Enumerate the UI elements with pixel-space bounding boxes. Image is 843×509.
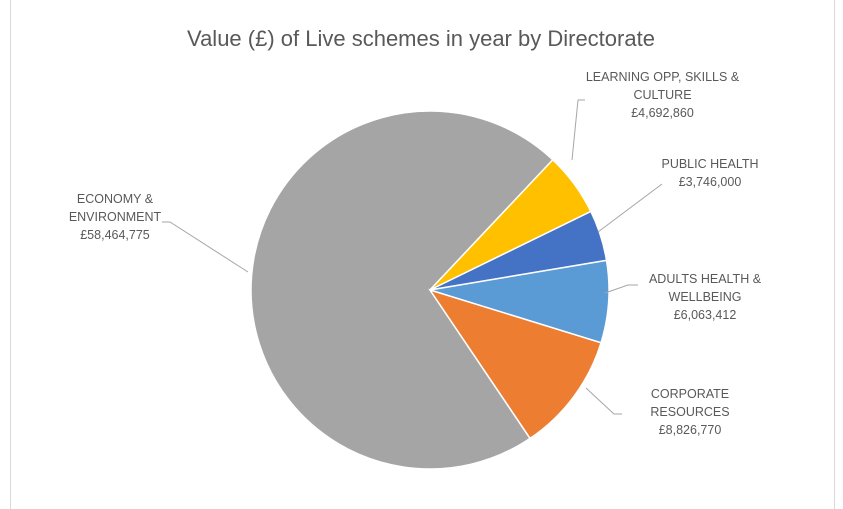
- leader-line: [585, 387, 622, 415]
- value-label: £6,063,412: [673, 308, 737, 322]
- category-label: LEARNING OPP, SKILLS & CULTURE: [585, 70, 740, 102]
- value-label: £4,692,860: [631, 106, 694, 120]
- leader-line: [162, 221, 249, 273]
- category-label: PUBLIC HEALTH: [661, 157, 759, 171]
- category-label: ECONOMY & ENVIRONMENT: [68, 192, 162, 224]
- chart-border: [10, 0, 835, 509]
- pie-slice: [428, 288, 602, 440]
- leader-line: [604, 284, 638, 294]
- data-label: ECONOMY & ENVIRONMENT £58,464,775: [55, 190, 175, 244]
- data-label: PUBLIC HEALTH £3,746,000: [655, 155, 765, 191]
- data-label: LEARNING OPP, SKILLS & CULTURE £4,692,860: [575, 68, 750, 122]
- chart-title: Value (£) of Live schemes in year by Dir…: [187, 26, 655, 51]
- data-label: CORPORATE RESOURCES £8,826,770: [625, 385, 755, 439]
- category-label: CORPORATE RESOURCES: [650, 387, 730, 419]
- value-label: £3,746,000: [678, 175, 742, 189]
- data-label: ADULTS HEALTH & WELLBEING £6,063,412: [635, 270, 775, 324]
- pie-slice: [250, 110, 554, 470]
- leader-line: [597, 183, 663, 233]
- value-label: £8,826,770: [658, 423, 722, 437]
- category-label: ADULTS HEALTH & WELLBEING: [648, 272, 762, 304]
- leader-line: [571, 99, 585, 161]
- value-label: £58,464,775: [80, 228, 150, 242]
